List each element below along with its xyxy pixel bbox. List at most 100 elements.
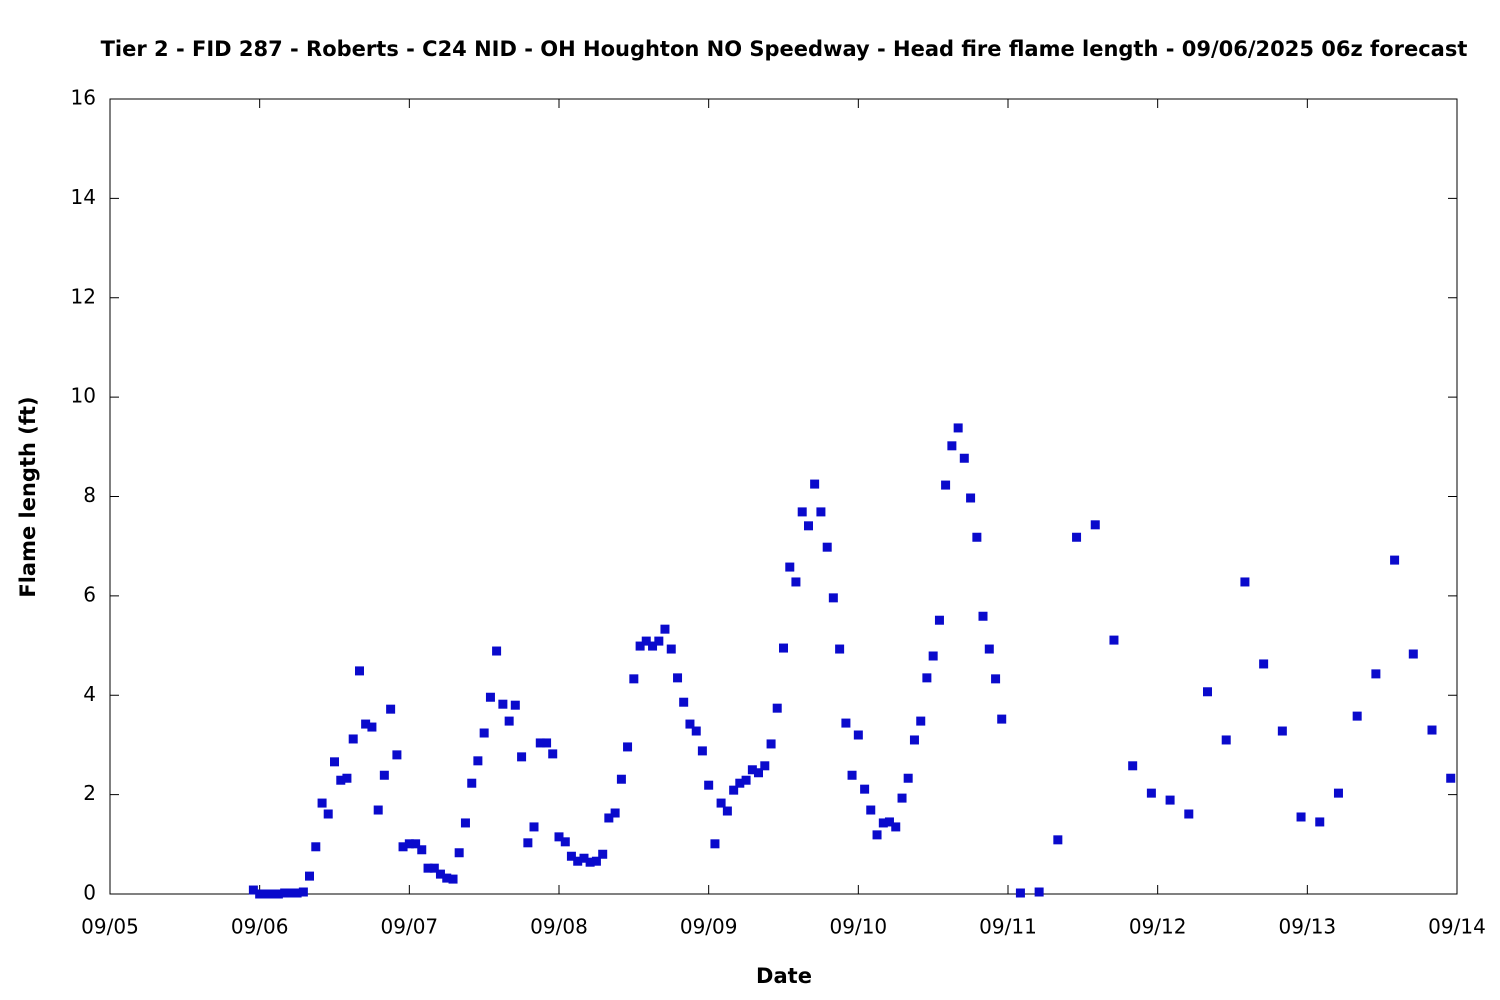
point [273, 889, 283, 899]
point [697, 746, 707, 756]
point [641, 636, 651, 646]
x-tick-label: 09/09 [680, 915, 738, 939]
point [286, 888, 296, 898]
point [779, 643, 788, 653]
point [803, 521, 813, 531]
point [978, 611, 988, 621]
point [330, 757, 339, 767]
point [566, 851, 576, 861]
point [922, 673, 932, 683]
point [853, 730, 863, 740]
point [529, 822, 539, 832]
point [1240, 577, 1250, 587]
point [1090, 520, 1100, 530]
point [1165, 795, 1175, 805]
point [691, 726, 701, 736]
point [959, 453, 969, 463]
point [523, 838, 533, 848]
point [504, 716, 514, 726]
point [772, 703, 782, 713]
point [323, 809, 333, 819]
point [660, 624, 670, 634]
point [1109, 635, 1119, 645]
point [498, 699, 508, 709]
point [729, 785, 739, 795]
point [361, 719, 371, 729]
point [579, 853, 589, 863]
point [722, 806, 732, 816]
point [679, 697, 689, 707]
x-tick-label: 09/14 [1428, 915, 1486, 939]
plot-frame [109, 98, 1458, 895]
point [903, 773, 913, 783]
point [872, 830, 882, 840]
point [997, 714, 1007, 724]
point [554, 832, 564, 842]
point [754, 768, 764, 778]
chart-title: Tier 2 - FID 287 - Roberts - C24 NID - O… [101, 37, 1468, 61]
point [747, 765, 757, 775]
x-axis-label: Date [756, 964, 812, 988]
point [741, 775, 751, 785]
y-tick-label: 16 [71, 86, 96, 110]
point [1446, 773, 1456, 783]
point [766, 739, 776, 749]
point [1221, 735, 1231, 745]
point [760, 761, 770, 771]
point [616, 774, 626, 784]
point [598, 849, 608, 859]
point [1333, 788, 1343, 798]
point [311, 842, 321, 852]
x-tick-label: 09/11 [979, 915, 1037, 939]
y-tick-label: 10 [71, 384, 96, 408]
point [460, 818, 470, 828]
point [610, 808, 620, 818]
point [398, 842, 408, 852]
y-tick-label: 12 [71, 284, 96, 308]
point [666, 644, 676, 654]
point [791, 577, 801, 587]
point [916, 716, 926, 726]
point [735, 778, 745, 788]
y-tick-label: 0 [83, 881, 96, 905]
point [1296, 812, 1306, 822]
point [317, 798, 327, 808]
point [1128, 761, 1138, 771]
point [884, 817, 894, 827]
point [517, 752, 527, 762]
point [810, 479, 820, 489]
point [448, 874, 458, 884]
point [1390, 555, 1400, 565]
point [966, 493, 976, 503]
point [1259, 659, 1269, 669]
point [629, 674, 639, 684]
point [479, 728, 489, 738]
y-tick-label: 6 [83, 582, 96, 606]
point [379, 770, 389, 780]
point [635, 641, 645, 651]
point [305, 871, 315, 881]
point [878, 818, 888, 828]
point [423, 863, 433, 873]
point [866, 805, 876, 815]
point [828, 593, 838, 603]
point [298, 887, 308, 897]
point [972, 532, 982, 542]
point [542, 738, 552, 748]
point [710, 839, 720, 849]
point [429, 863, 439, 873]
point [442, 873, 452, 883]
point [1053, 835, 1063, 845]
y-tick-label: 2 [83, 781, 96, 805]
point [704, 780, 714, 790]
x-tick-label: 09/06 [231, 915, 289, 939]
point [454, 848, 464, 858]
point [897, 793, 907, 803]
point [673, 673, 683, 683]
point [1427, 725, 1437, 735]
point [1277, 726, 1287, 736]
point [953, 423, 963, 433]
point [255, 889, 265, 899]
point [292, 888, 302, 898]
point [404, 839, 414, 849]
